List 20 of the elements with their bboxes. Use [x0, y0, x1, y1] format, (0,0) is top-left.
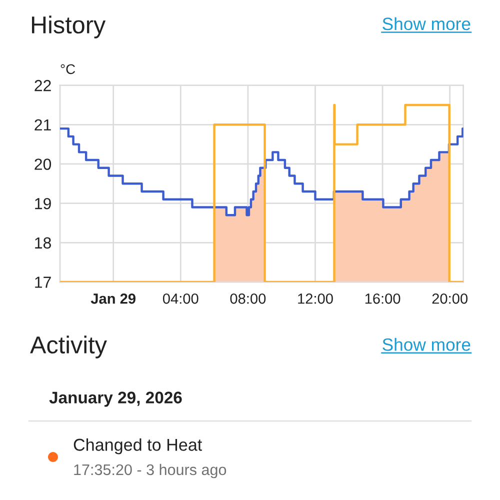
y-tick-label: 18 — [35, 237, 51, 249]
text: January 29, 2026 — [49, 392, 182, 407]
chart-title: History — [32, 16, 106, 38]
x-tick-label: 12:00 — [298, 293, 333, 304]
y-tick-label: 22 — [34, 80, 51, 92]
text: Show more — [382, 338, 470, 351]
y-tick-label: 20 — [34, 158, 52, 170]
x-tick-label: 08:00 — [230, 293, 266, 304]
y-tick-label: 19 — [35, 198, 51, 210]
y-tick-label: 21 — [34, 119, 51, 130]
text: Show more — [382, 17, 470, 30]
y-tick-label: 17 — [35, 276, 51, 288]
x-tick-label: Jan 29 — [90, 293, 136, 304]
y-axis-title: °C — [60, 64, 76, 74]
text: Changed to Heat — [74, 438, 202, 454]
x-tick-label: 04:00 — [162, 293, 198, 304]
text: 17:35:20 - 3 hours ago — [74, 464, 226, 478]
x-tick-label: 20:00 — [432, 293, 468, 304]
text: Activity — [30, 336, 107, 358]
x-tick-label: 16:00 — [365, 293, 400, 304]
